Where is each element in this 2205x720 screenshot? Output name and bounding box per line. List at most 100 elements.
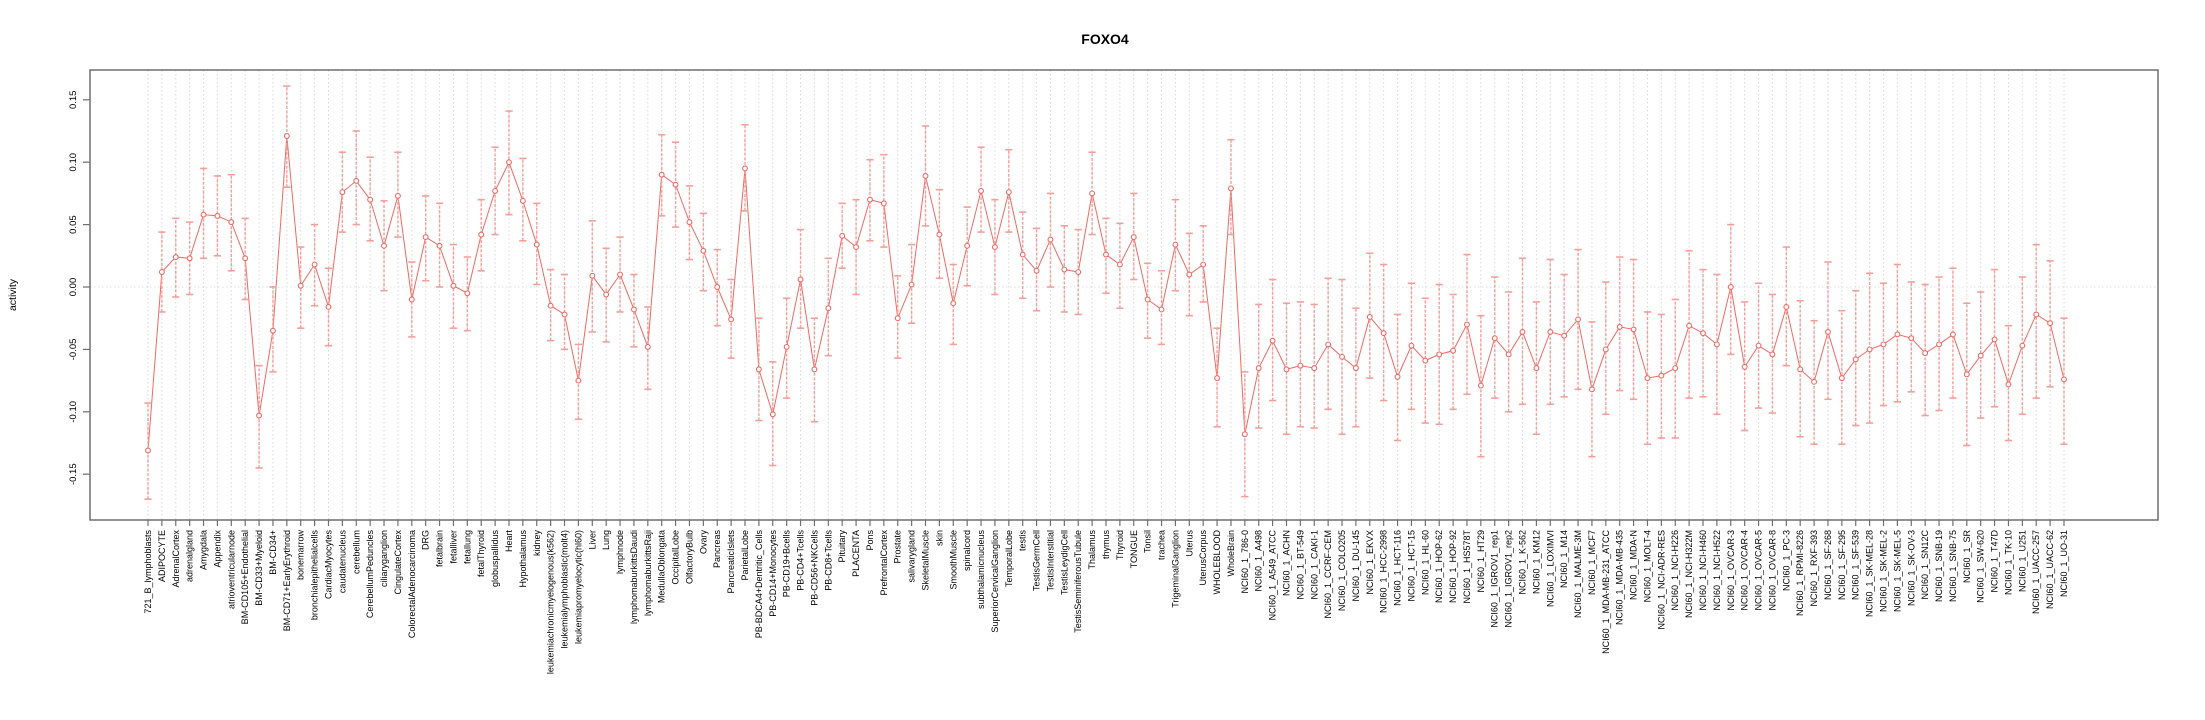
point-marker <box>492 187 499 194</box>
data-point <box>408 261 416 338</box>
point-marker <box>1450 347 1457 354</box>
x-tick-label: NCI60_1_SK-OV-3 <box>1906 530 1916 606</box>
x-tick-label: 721_B_lymphoblasts <box>143 530 153 614</box>
x-tick-label: NCI60_1_HCT-116 <box>1393 530 1403 606</box>
data-point <box>1074 228 1082 316</box>
data-point <box>1032 227 1041 312</box>
data-point <box>477 198 485 272</box>
x-tick-label: PB-CD56+NKCells <box>809 530 819 606</box>
data-point <box>1421 297 1429 424</box>
data-point <box>1824 261 1832 401</box>
point-marker <box>1630 326 1637 333</box>
point-marker <box>1922 350 1929 357</box>
data-point <box>1643 311 1652 446</box>
point-marker <box>1505 351 1512 358</box>
data-point <box>505 110 513 216</box>
x-tick-label: cerebellum <box>351 530 361 574</box>
x-tick-label: NCI60_1_MCF7 <box>1587 530 1597 595</box>
point-marker <box>1963 371 1970 378</box>
data-point <box>1088 151 1096 236</box>
point-marker <box>1602 346 1609 353</box>
data-point <box>1116 222 1124 310</box>
point-marker <box>1408 342 1415 349</box>
x-tick-label: NCI60_1_EKVX <box>1365 530 1375 595</box>
point-marker <box>1755 342 1762 349</box>
x-tick-label: PancreaticIslets <box>726 530 736 594</box>
x-tick-label: Heart <box>504 530 514 553</box>
point-marker <box>1103 251 1109 258</box>
x-tick-label: NCI60_1_NCI-H522 <box>1712 530 1722 611</box>
x-tick-label: CardiacMyocytes <box>323 530 333 600</box>
data-point <box>1713 273 1721 416</box>
x-tick-label: NCI60_1_TK-10 <box>2003 530 2013 595</box>
point-marker <box>158 269 165 275</box>
point-marker <box>755 366 762 373</box>
data-point <box>1629 258 1638 401</box>
data-point <box>2018 276 2026 416</box>
point-marker <box>1228 185 1234 192</box>
x-tick-label: globuspallidus <box>490 530 500 588</box>
data-point <box>422 195 430 282</box>
data-point <box>1046 192 1055 288</box>
x-tick-label: NCI60_1_HCC-2998 <box>1379 530 1389 613</box>
x-tick-label: NCI60_1_NCI-H460 <box>1698 530 1708 611</box>
point-marker <box>1186 271 1193 278</box>
x-tick-label: PLACENTA <box>851 530 861 577</box>
point-marker <box>1200 261 1207 268</box>
x-tick-label: NCI60_1_SK-MEL-28 <box>1865 530 1875 617</box>
data-point <box>1005 148 1013 233</box>
x-tick-label: NCI60_1_OVCAR-3 <box>1726 530 1736 611</box>
x-tick-label: fetalThyroid <box>476 530 486 577</box>
data-point <box>1255 303 1263 429</box>
point-marker <box>506 159 512 166</box>
x-tick-label: NCI60_1_ACHN <box>1281 530 1291 596</box>
x-tick-label: NCI60_1_NCI-H322M <box>1684 530 1694 618</box>
point-marker <box>1144 296 1151 303</box>
data-point <box>158 231 166 313</box>
point-marker <box>880 200 887 207</box>
data-point <box>630 273 638 348</box>
x-tick-label: Prostate <box>893 530 903 564</box>
point-marker <box>283 133 290 139</box>
point-marker <box>200 211 207 218</box>
x-tick-label: Lung <box>601 530 611 550</box>
x-tick-label: NCI60_1_MDA-MB-435 <box>1615 530 1625 625</box>
point-marker <box>367 196 374 203</box>
point-marker <box>1394 373 1401 380</box>
point-marker <box>381 242 387 249</box>
point-marker <box>1005 189 1012 196</box>
x-tick-label: NCI60_1_T47D <box>1990 530 2000 593</box>
x-tick-label: NCI60_1_K-562 <box>1518 530 1528 595</box>
x-tick-label: Thyroid <box>1115 530 1125 560</box>
data-point <box>352 130 360 226</box>
point-marker <box>1769 351 1776 358</box>
point-marker <box>478 231 485 238</box>
data-point <box>2004 324 2013 442</box>
x-tick-label: NCI60_1_OVCAR-8 <box>1767 530 1777 611</box>
point-marker <box>1866 346 1873 353</box>
x-tick-label: ColorectalAdenocarcinoma <box>407 530 417 638</box>
data-point <box>519 157 527 242</box>
data-point <box>1657 313 1665 439</box>
x-tick-label: NCI60_1_HT29 <box>1476 530 1486 593</box>
x-tick-label: adrenalgland <box>185 530 195 582</box>
x-tick-label: TestisLeydigCell <box>1059 530 1069 595</box>
x-tick-label: NCI60_1_SNB-75 <box>1948 530 1958 602</box>
point-marker <box>658 171 665 178</box>
data-point <box>616 236 624 313</box>
x-tick-label: NCI60_1_NCI-ADR-RES <box>1656 530 1666 630</box>
point-marker <box>894 315 901 322</box>
point-marker <box>1547 328 1554 335</box>
x-tick-label: NCI60_1_HS578T <box>1462 530 1472 604</box>
point-marker <box>1783 304 1790 310</box>
point-marker <box>1283 366 1290 373</box>
x-tick-label: PrefrontalCortex <box>879 530 889 596</box>
x-tick-label: NCI60_1_CCRF-CEM <box>1323 530 1333 619</box>
point-marker <box>839 232 846 239</box>
data-point <box>449 243 458 329</box>
point-marker <box>797 276 804 283</box>
data-point <box>1574 248 1582 391</box>
data-point <box>1130 192 1138 281</box>
x-tick-label: Pituitary <box>837 530 847 563</box>
